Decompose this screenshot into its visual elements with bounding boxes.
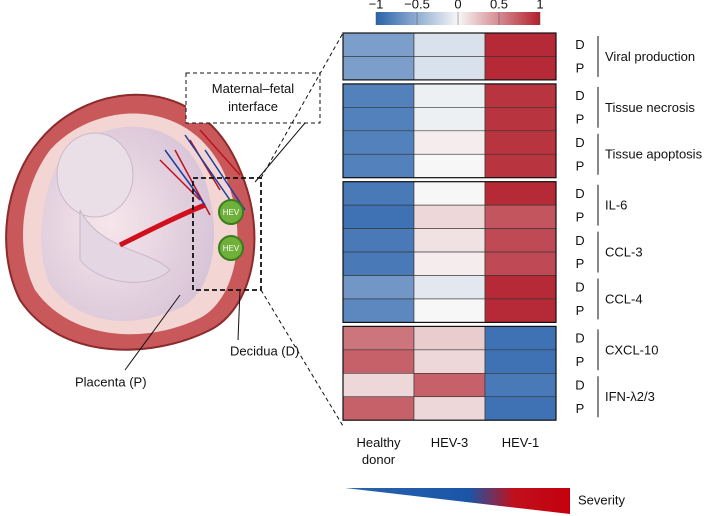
row-label: P [576,61,585,76]
row-label: D [575,280,584,295]
annotation: Decidua (D) [230,343,299,358]
row-label: D [575,88,584,103]
colorbar-tick-label: 1 [536,0,543,11]
group-label: Tissue apoptosis [605,147,703,162]
heatmap-cell [484,251,557,276]
heatmap-cell [413,396,486,421]
row-label: P [576,112,585,127]
heatmap-cell [342,83,415,108]
heatmap-cell [342,396,415,421]
heatmap-cell [484,107,557,132]
column-label: HEV-3 [430,435,469,450]
group-label: Tissue necrosis [605,100,695,115]
heatmap-cell [413,349,486,374]
heatmap-cell [413,32,486,57]
heatmap-cell [484,181,557,206]
row-label: P [576,401,585,416]
block-frame [342,181,557,323]
virus-label: HEV [223,208,240,217]
severity-label: Severity [578,492,625,507]
heatmap-cell [413,107,486,132]
heatmap-cell [484,228,557,253]
colorbar-tick-label: −1 [369,0,384,11]
block-frame [342,32,557,81]
group-label: Viral production [605,49,695,64]
colorbar-tick-label: −0.5 [404,0,430,11]
heatmap-cell [484,32,557,57]
heatmap-cell [342,56,415,81]
heatmap-cell [484,204,557,229]
heatmap-cell [484,372,557,398]
row-label: P [576,256,585,271]
heatmap-cell [342,130,415,155]
heatmap-cell [413,204,486,229]
row-label: D [575,233,584,248]
heatmap-cell [413,181,486,206]
heatmap-cell [484,56,557,81]
heatmap-cell [413,326,486,351]
heatmap-cell [342,228,415,253]
group-label: CCL-3 [605,244,643,259]
heatmap-cell [342,372,415,398]
heatmap-cell [413,83,486,108]
heatmap-cell [484,275,557,300]
heatmap-cell [484,153,557,179]
heatmap-cell [413,130,486,155]
row-label: D [575,37,584,52]
annotation: Maternal–fetal interface [211,81,295,114]
heatmap-cell [413,56,486,81]
heatmap-cell [342,32,415,57]
heatmap-cell [342,275,415,300]
heatmap-cell [342,181,415,206]
row-label: D [575,135,584,150]
heatmap-cell [484,349,557,374]
row-label: D [575,377,584,392]
heatmap-cell [413,372,486,398]
row-label: P [576,303,585,318]
heatmap-cell [413,251,486,276]
virus-label: HEV [223,244,240,253]
group-label: CCL-4 [605,291,643,306]
heatmap-cell [484,396,557,421]
group-label: IFN-λ2/3 [605,389,655,404]
heatmap-cell [342,153,415,179]
heatmap-cell [342,349,415,374]
heatmap-cell [342,251,415,276]
heatmap-cell [342,298,415,323]
row-label: P [576,158,585,173]
heatmap-cell [342,204,415,229]
annotation: Placenta (P) [75,374,147,389]
row-label: D [575,186,584,201]
heatmap-cell [342,326,415,351]
group-label: CXCL-10 [605,342,658,357]
heatmap-cell [484,130,557,155]
heatmap-cell [342,107,415,132]
severity-bar [345,488,570,514]
heatmap-cell [413,228,486,253]
colorbar-tick-label: 0.5 [490,0,508,11]
column-label: HEV-1 [501,435,540,450]
row-label: D [575,331,584,346]
heatmap-cell [413,153,486,179]
block-frame [342,83,557,179]
row-label: P [576,354,585,369]
column-label: Healthy donor [356,435,401,467]
heatmap-cell [484,298,557,323]
heatmap-cell [484,326,557,351]
block-frame [342,325,557,421]
illustration: HEV HEV Placenta (P) Decidua (D) [5,32,344,427]
row-label: P [576,209,585,224]
heatmap-cell [413,275,486,300]
heatmap-cell [413,298,486,323]
heatmap-cell [484,83,557,108]
group-label: IL-6 [605,198,627,213]
colorbar-tick-label: 0 [454,0,461,11]
